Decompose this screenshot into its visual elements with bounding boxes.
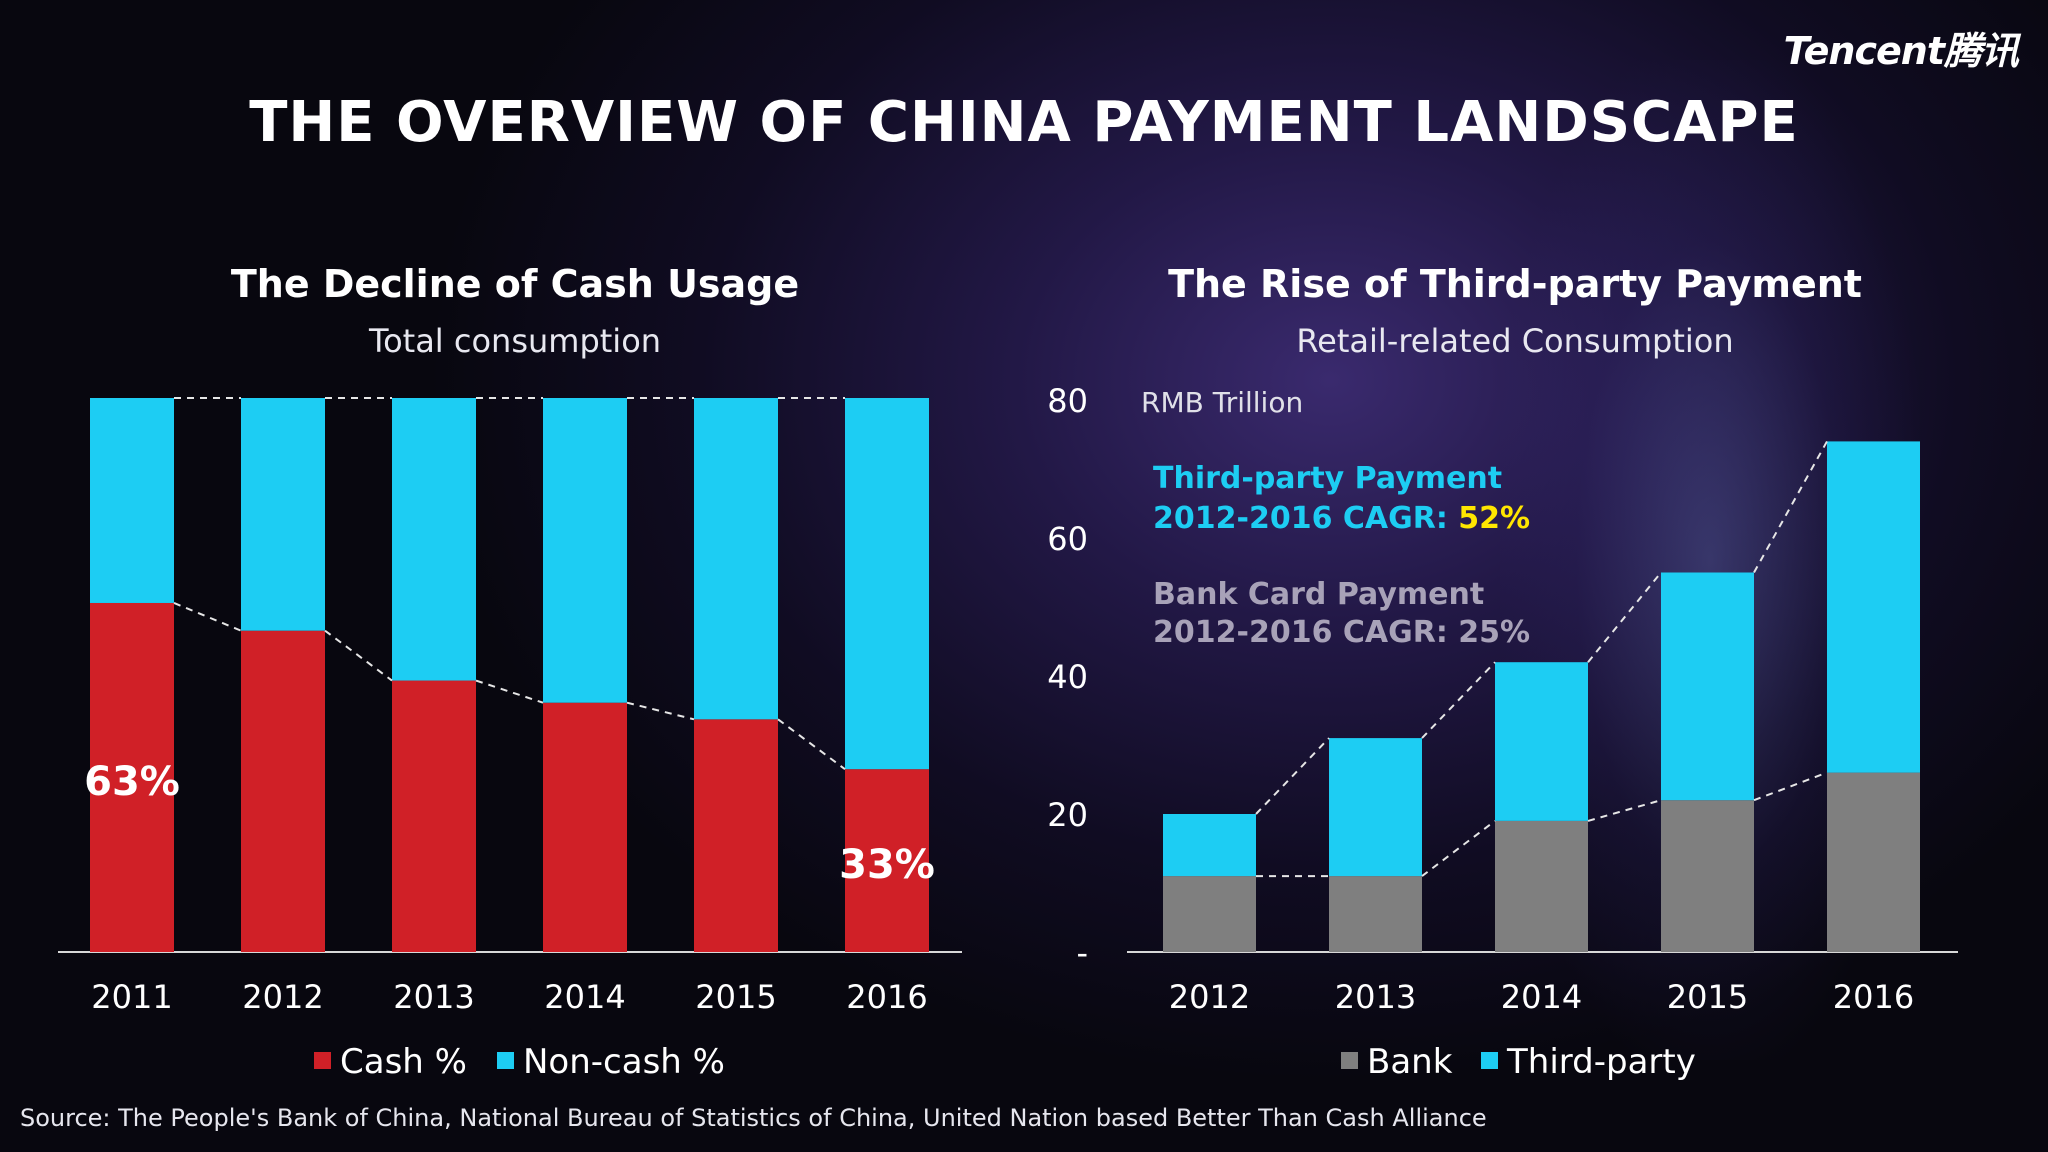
noncash-bar-2015	[694, 398, 778, 720]
legend-third-swatch	[1481, 1052, 1498, 1069]
right-bank-connector	[1753, 771, 1828, 802]
right-chart-subtitle: Retail-related Consumption	[1296, 322, 1734, 360]
right-y-tick-60: 60	[1047, 520, 1088, 558]
bank-bar-2014	[1495, 820, 1588, 952]
left-x-tick-2015: 2015	[695, 978, 776, 1016]
legend-bank-swatch	[1341, 1052, 1358, 1069]
left-chart-subtitle: Total consumption	[368, 322, 662, 360]
page-title: THE OVERVIEW OF CHINA PAYMENT LANDSCAPE	[249, 90, 1799, 155]
cash-bar-2013	[392, 680, 476, 952]
cash-bar-2012	[241, 630, 325, 952]
right-bank-connector	[1421, 820, 1496, 877]
left-cash-connector	[324, 629, 393, 682]
left-cash-connector	[777, 718, 846, 770]
right-y-tick--: -	[1076, 934, 1088, 972]
right-total-connector	[1421, 661, 1496, 739]
annotation-bank-line1: Bank Card Payment	[1153, 577, 1484, 612]
cash-label-2016: 33%	[839, 842, 935, 888]
cash-bar-2016	[845, 769, 929, 952]
source-note: Source: The People's Bank of China, Nati…	[20, 1104, 1487, 1132]
bank-bar-2015	[1661, 800, 1754, 952]
third-bar-2012	[1163, 814, 1256, 877]
tencent-logo: Tencent腾讯	[1783, 29, 2019, 73]
legend-noncash-label: Non-cash %	[523, 1042, 725, 1082]
cash-bar-2015	[694, 719, 778, 952]
bank-bar-2012	[1163, 876, 1256, 952]
third-bar-2014	[1495, 662, 1588, 821]
cash-label-2011: 63%	[84, 759, 180, 805]
legend-bank-label: Bank	[1367, 1042, 1453, 1082]
annotation-bank-line2: 2012-2016 CAGR: 25%	[1153, 615, 1530, 650]
left-x-tick-2011: 2011	[91, 978, 172, 1016]
annotation-third-line1: Third-party Payment	[1153, 461, 1502, 496]
right-y-tick-40: 40	[1047, 658, 1088, 696]
left-x-tick-2012: 2012	[242, 978, 323, 1016]
third-bar-2015	[1661, 572, 1754, 801]
noncash-bar-2013	[392, 398, 476, 681]
legend-noncash-swatch	[497, 1052, 514, 1069]
legend-third-label: Third-party	[1506, 1042, 1696, 1082]
annotation-third-cagr-value: 52%	[1458, 501, 1530, 536]
noncash-bar-2016	[845, 398, 929, 770]
right-bank-connector	[1587, 799, 1662, 822]
left-cash-connector	[475, 679, 544, 704]
left-x-tick-2014: 2014	[544, 978, 625, 1016]
right-total-connector	[1255, 737, 1330, 815]
cash-bar-2011	[90, 602, 174, 952]
left-cash-connector	[626, 701, 695, 721]
right-chart-title: The Rise of Third-party Payment	[1168, 262, 1862, 306]
third-bar-2016	[1827, 441, 1920, 773]
third-bar-2013	[1329, 738, 1422, 877]
left-chart-title: The Decline of Cash Usage	[230, 262, 800, 306]
noncash-bar-2012	[241, 398, 325, 631]
left-x-tick-2013: 2013	[393, 978, 474, 1016]
right-unit-label: RMB Trillion	[1141, 386, 1303, 419]
cash-bar-2014	[543, 702, 627, 952]
right-x-tick-2016: 2016	[1833, 978, 1914, 1016]
right-total-connector	[1753, 440, 1828, 573]
right-y-tick-80: 80	[1047, 382, 1088, 420]
noncash-bar-2014	[543, 398, 627, 703]
noncash-bar-2011	[90, 398, 174, 603]
legend-cash-label: Cash %	[340, 1042, 467, 1082]
right-x-tick-2013: 2013	[1335, 978, 1416, 1016]
bank-bar-2013	[1329, 876, 1422, 952]
right-total-connector	[1587, 571, 1662, 663]
left-x-tick-2016: 2016	[846, 978, 927, 1016]
right-y-tick-20: 20	[1047, 796, 1088, 834]
left-cash-connector	[173, 602, 242, 632]
right-x-tick-2015: 2015	[1667, 978, 1748, 1016]
right-x-tick-2012: 2012	[1169, 978, 1250, 1016]
right-x-tick-2014: 2014	[1501, 978, 1582, 1016]
legend-cash-swatch	[314, 1052, 331, 1069]
bank-bar-2016	[1827, 772, 1920, 952]
annotation-third-line2: 2012-2016 CAGR: 52%	[1153, 501, 1530, 536]
